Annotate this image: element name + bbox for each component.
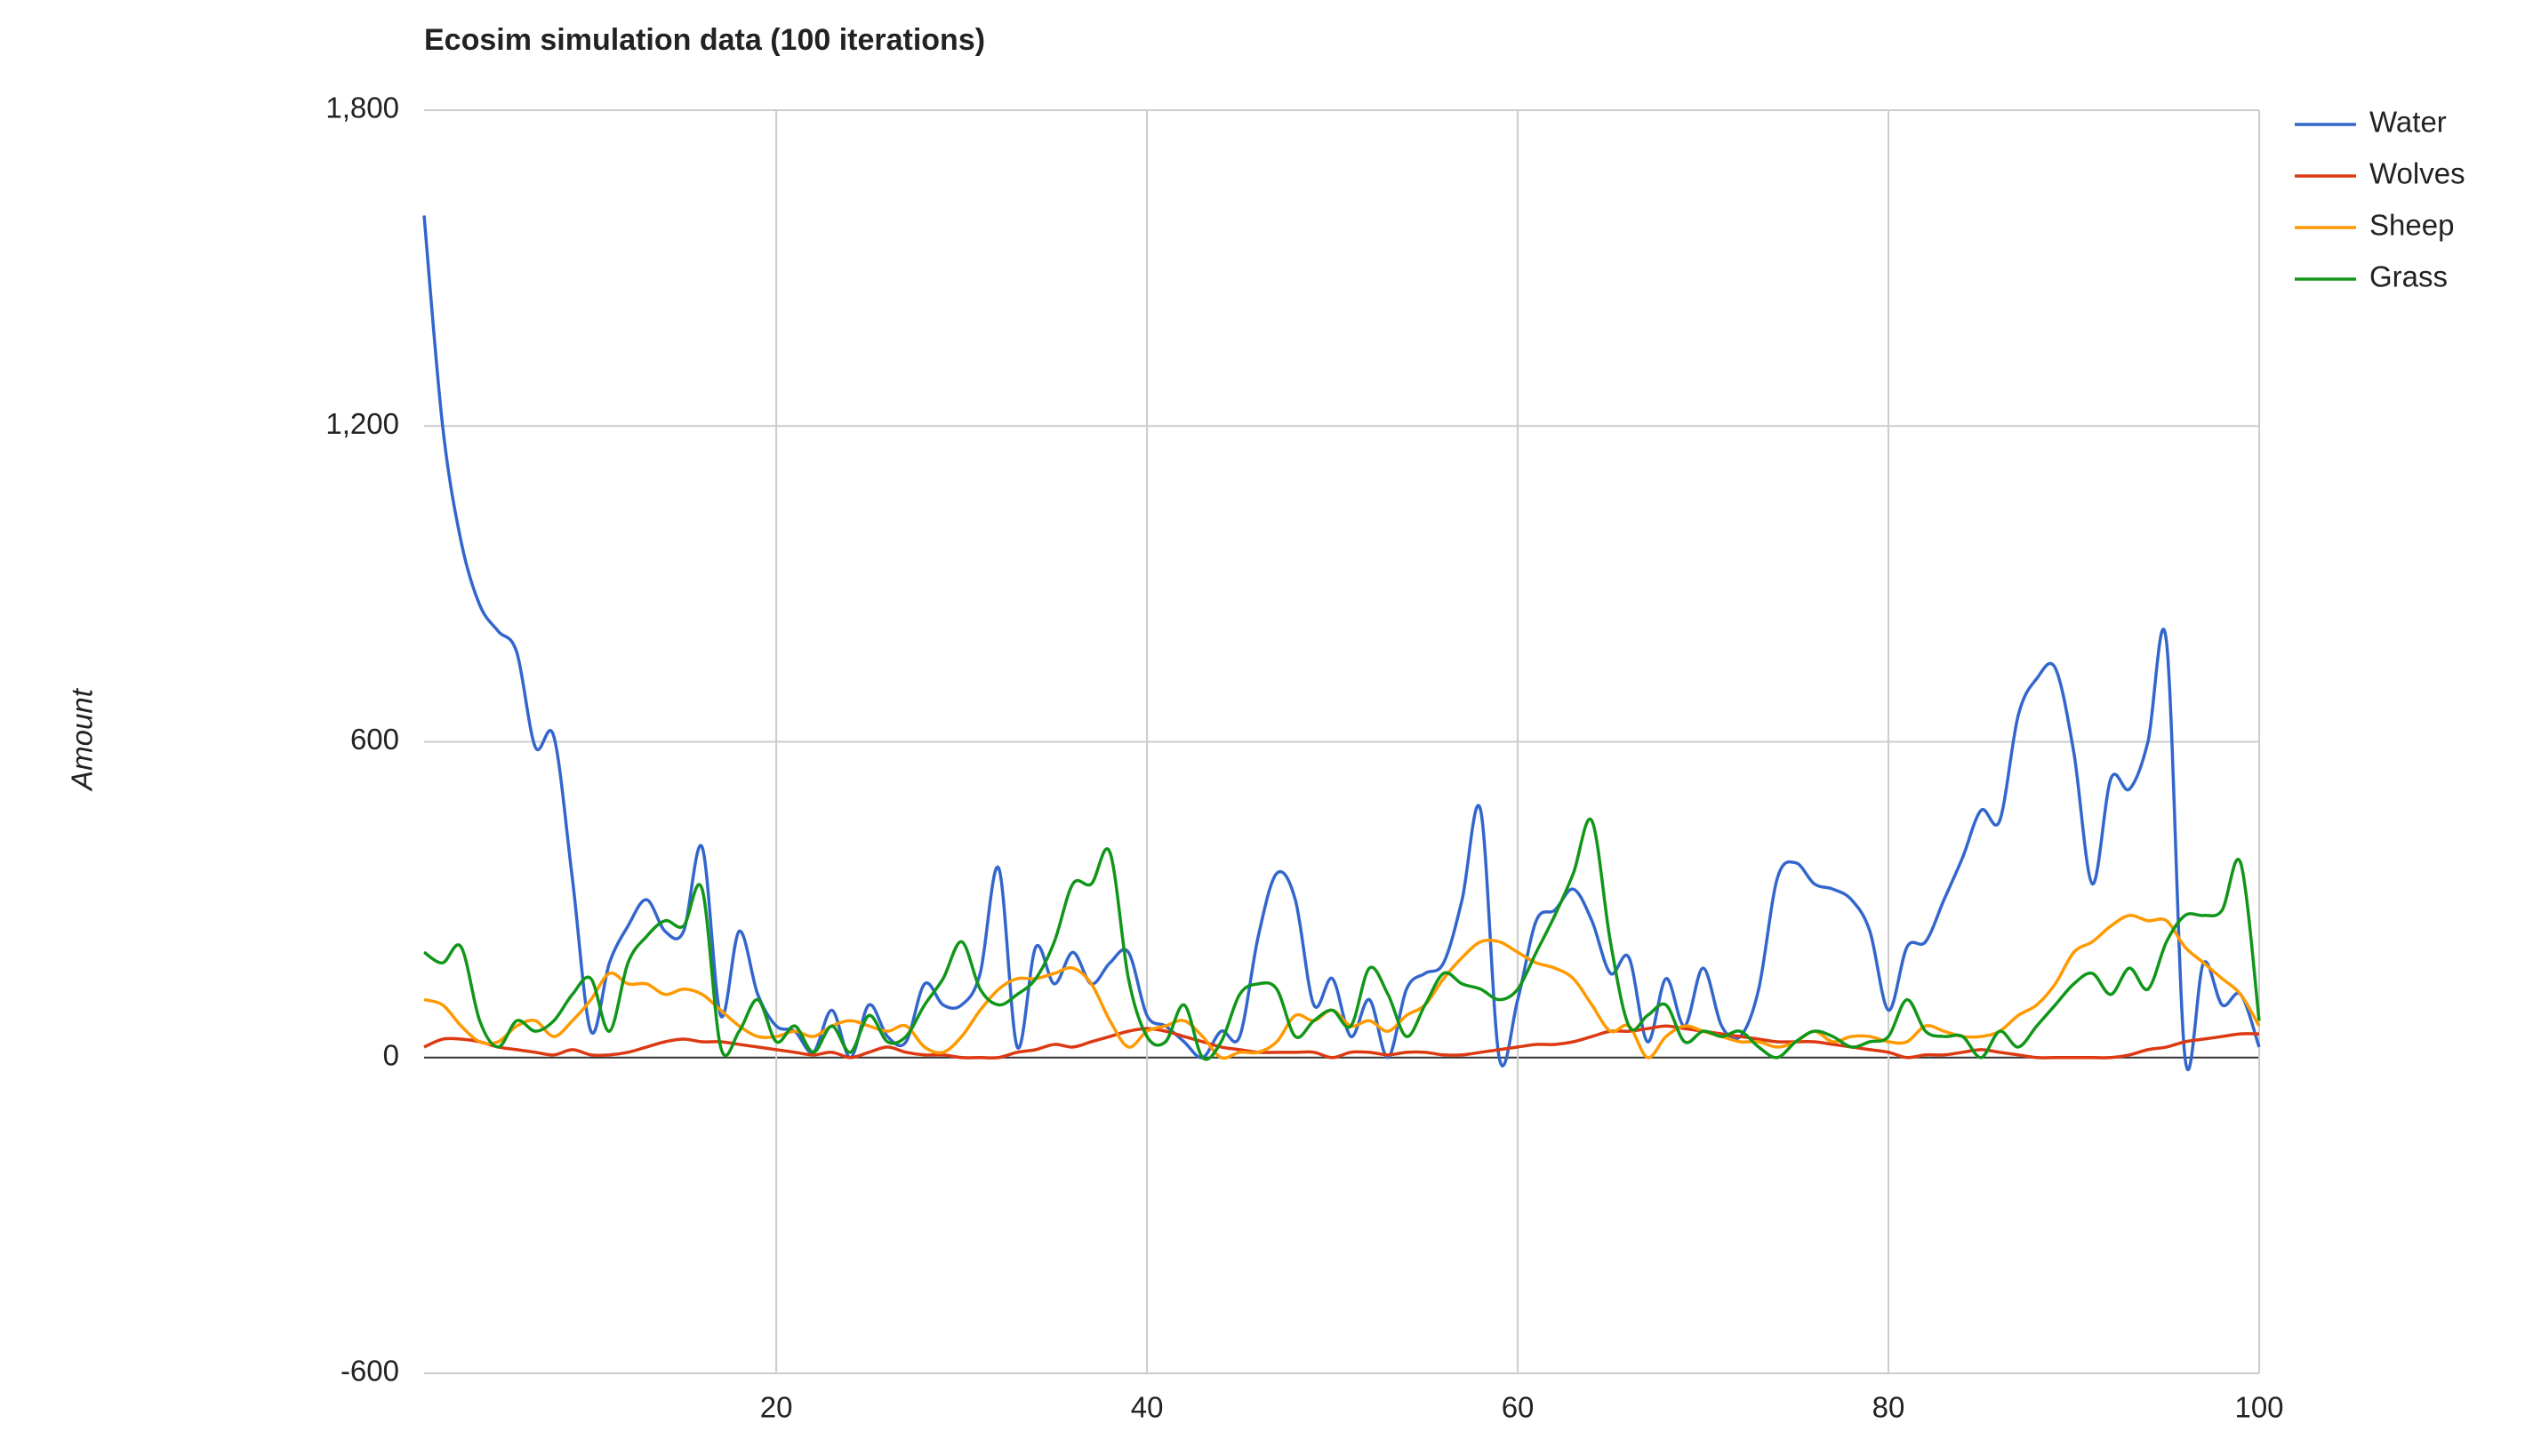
x-tick-label: 100 [2234, 1391, 2283, 1424]
y-tick-label: -600 [341, 1355, 399, 1388]
legend-label: Water [2369, 106, 2447, 139]
x-tick-label: 60 [1502, 1391, 1535, 1424]
x-tick-label: 80 [1872, 1391, 1905, 1424]
x-tick-label: 20 [760, 1391, 793, 1424]
series-line [423, 1024, 2260, 1060]
series-line [423, 914, 2261, 1060]
y-tick-label: 0 [383, 1038, 399, 1071]
legend-label: Grass [2369, 260, 2448, 293]
series-line [422, 215, 2261, 1071]
series-line [423, 817, 2261, 1061]
legend-label: Sheep [2369, 209, 2454, 242]
y-tick-label: 1,200 [325, 407, 399, 440]
y-tick-label: 1,800 [325, 92, 399, 124]
y-tick-label: 600 [350, 723, 399, 756]
x-tick-label: 40 [1131, 1391, 1164, 1424]
y-axis-label: Amount [66, 687, 99, 792]
chart-title: Ecosim simulation data (100 iterations) [424, 23, 985, 57]
legend-label: Wolves [2369, 157, 2465, 190]
